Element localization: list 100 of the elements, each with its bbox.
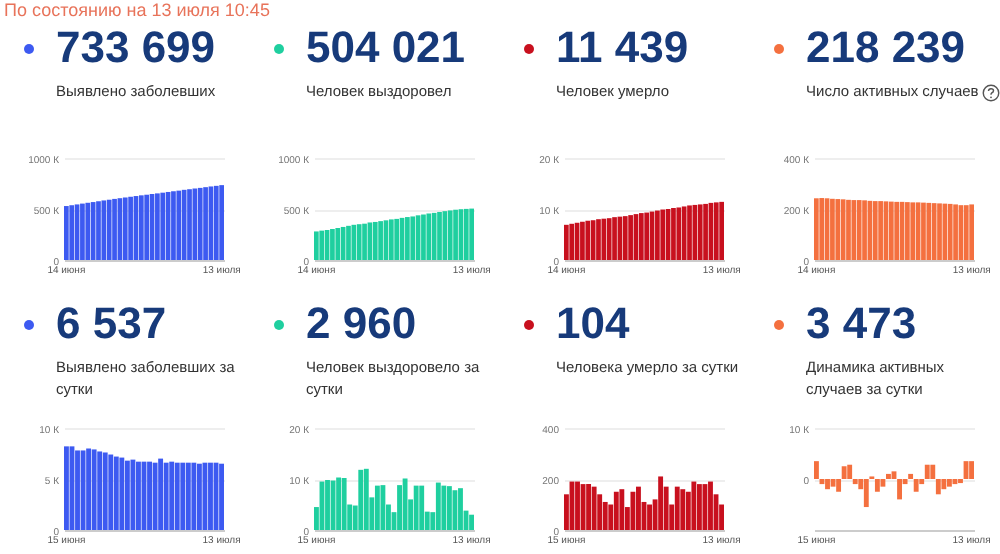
bar — [674, 486, 680, 530]
bar — [426, 213, 432, 260]
bar — [113, 456, 119, 530]
bar — [147, 461, 152, 530]
bar — [421, 214, 426, 260]
bar — [174, 462, 180, 530]
bar — [180, 462, 186, 530]
bar — [435, 482, 441, 530]
bar — [619, 489, 625, 530]
bar — [176, 190, 182, 260]
bar — [676, 207, 682, 260]
bar — [413, 485, 419, 530]
bar — [628, 215, 633, 260]
chart-title: 104 — [556, 298, 630, 348]
bar — [163, 462, 169, 530]
bar — [380, 485, 386, 530]
bar — [402, 478, 408, 530]
chart-title: 3 473 — [806, 298, 917, 348]
bar — [908, 473, 914, 479]
bar — [91, 449, 97, 530]
bar — [124, 460, 130, 530]
bar — [463, 208, 469, 260]
bar — [680, 489, 686, 530]
bar — [330, 228, 335, 260]
bar — [362, 223, 367, 260]
bar — [636, 486, 641, 530]
bar — [836, 479, 842, 492]
bar — [941, 479, 947, 490]
bar — [144, 194, 150, 260]
bar — [363, 468, 369, 530]
bar — [335, 227, 341, 260]
bar — [687, 205, 692, 260]
bar — [612, 217, 617, 260]
bar — [681, 206, 687, 260]
bar — [325, 480, 330, 530]
bar — [880, 479, 886, 487]
bar — [613, 491, 619, 530]
chart-title: 504 021 — [306, 22, 466, 72]
bar — [351, 224, 357, 260]
bar — [219, 463, 224, 530]
bar — [841, 466, 847, 479]
bar — [130, 459, 136, 530]
bar — [655, 210, 660, 260]
bar — [708, 481, 713, 530]
bar — [441, 485, 447, 530]
bar — [341, 477, 347, 530]
bar — [814, 461, 819, 479]
bar — [847, 464, 853, 479]
bar — [575, 481, 580, 530]
bar — [874, 479, 880, 492]
bar — [358, 469, 364, 530]
bar — [397, 485, 402, 530]
bar — [446, 486, 452, 530]
bar — [97, 451, 103, 530]
bar — [691, 481, 697, 530]
bar — [405, 217, 410, 260]
bar — [601, 218, 607, 260]
chart-title: 6 537 — [56, 298, 167, 348]
bar — [924, 464, 930, 479]
bar — [564, 224, 569, 260]
bar — [886, 473, 891, 479]
bar — [158, 458, 164, 530]
bar — [453, 209, 458, 260]
bar — [203, 187, 208, 260]
bar — [102, 452, 108, 530]
bar — [569, 223, 575, 260]
bar — [696, 484, 702, 530]
bar — [647, 504, 652, 530]
bar — [86, 448, 92, 530]
bar — [638, 213, 644, 260]
bar — [152, 462, 158, 530]
bar — [181, 189, 187, 260]
bar — [597, 494, 603, 530]
chart-title: 11 439 — [556, 22, 689, 72]
bar — [346, 225, 351, 260]
bar — [374, 485, 380, 530]
bar — [219, 185, 224, 260]
bar — [697, 204, 703, 260]
bar — [863, 479, 869, 508]
bar — [138, 195, 144, 260]
bar — [913, 479, 919, 492]
bar — [596, 219, 601, 260]
bar — [586, 484, 592, 530]
bar — [80, 203, 85, 260]
bar — [64, 446, 69, 530]
bar — [196, 463, 202, 530]
bar — [658, 476, 664, 530]
bar — [136, 461, 141, 530]
bar — [119, 457, 125, 530]
bar — [372, 221, 378, 260]
bar — [630, 491, 636, 530]
bar — [169, 461, 175, 530]
bar — [469, 514, 474, 530]
bar — [85, 202, 91, 260]
bar — [622, 216, 628, 260]
bar — [431, 212, 437, 260]
bar — [187, 189, 192, 260]
bar — [644, 212, 650, 260]
bar — [75, 450, 80, 530]
bar — [671, 207, 676, 260]
